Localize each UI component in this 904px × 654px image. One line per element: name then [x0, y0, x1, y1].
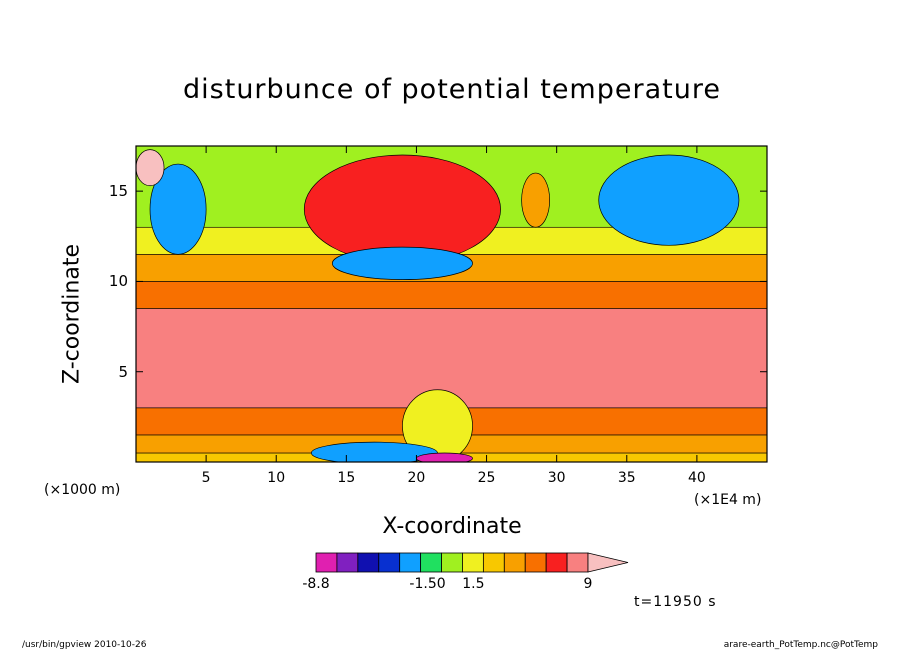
- y-axis-label: Z-coordinate: [59, 244, 85, 384]
- contour-blob-5: [521, 172, 551, 228]
- colorbar-label: 1.5: [462, 576, 485, 592]
- colorbar-segment: [378, 552, 401, 573]
- x-tick-label: 40: [687, 470, 706, 486]
- colorbar-segment: [482, 552, 505, 573]
- contour-blob-2: [149, 163, 207, 255]
- contour-features: [136, 149, 740, 462]
- colorbar-extend-arrow: [587, 552, 629, 573]
- contour-blob-1: [331, 246, 473, 280]
- x-unit-left: (×1000 m): [44, 482, 121, 498]
- contour-blob-4: [136, 149, 165, 187]
- colorbar-segment: [441, 552, 463, 573]
- colorbar-segment: [420, 552, 442, 573]
- x-axis-label: X-coordinate: [382, 514, 522, 539]
- colorbar-segment: [336, 552, 359, 573]
- x-tick-label: 15: [337, 470, 356, 486]
- x-tick-label: 25: [477, 470, 496, 486]
- colorbar-label: -8.8: [302, 576, 330, 592]
- x-unit-right: (×1E4 m): [694, 492, 762, 508]
- colorbar-segment: [357, 552, 380, 573]
- footer-right: arare-earth_PotTemp.nc@PotTemp: [723, 640, 878, 650]
- x-tick-label: 10: [267, 470, 286, 486]
- chart-title: disturbunce of potential temperature: [183, 74, 721, 105]
- colorbar-segment: [462, 552, 484, 573]
- colorbar-segment: [315, 552, 338, 573]
- colorbar: [315, 552, 629, 573]
- colorbar-segment: [524, 552, 547, 573]
- colorbar-segment: [566, 552, 589, 573]
- footer-left: /usr/bin/gpview 2010-10-26: [22, 640, 147, 650]
- time-stamp: t=11950 s: [634, 594, 717, 610]
- colorbar-segment: [503, 552, 526, 573]
- axis-ticks: [136, 146, 767, 462]
- contour-layer-4: [136, 281, 767, 309]
- colorbar-label: 9: [583, 576, 593, 592]
- y-tick-label: 5: [118, 362, 128, 381]
- contour-blob-3: [598, 154, 740, 246]
- plot-frame: [135, 145, 768, 463]
- y-tick-label: 15: [108, 182, 128, 201]
- x-tick-label: 30: [547, 470, 566, 486]
- colorbar-segment: [399, 552, 422, 573]
- x-tick-label: 20: [407, 470, 426, 486]
- colorbar-label: -1.50: [409, 576, 446, 592]
- y-tick-label: 10: [108, 272, 128, 291]
- colorbar-segment: [545, 552, 568, 573]
- x-tick-label: 35: [617, 470, 636, 486]
- x-tick-label: 5: [201, 470, 211, 486]
